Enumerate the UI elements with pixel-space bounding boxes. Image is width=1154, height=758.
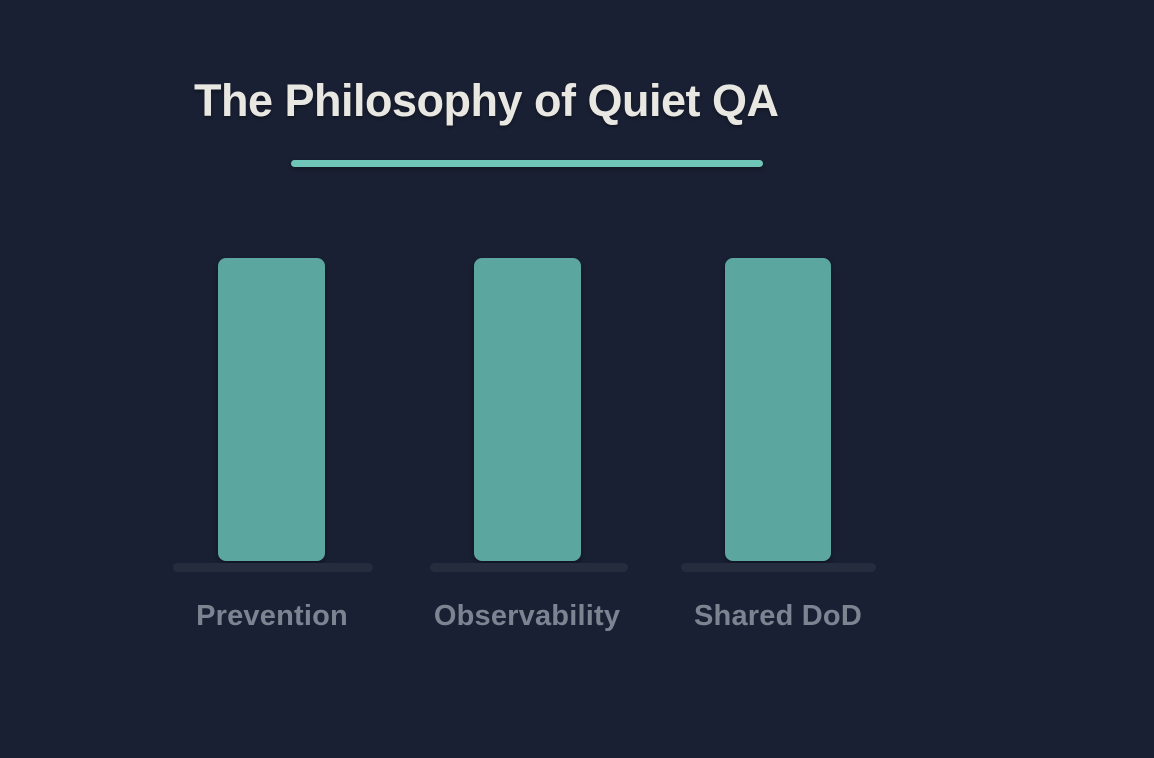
title-underline-accent <box>291 160 763 167</box>
bar-prevention <box>218 258 325 561</box>
bar-base-track-shared-dod <box>681 563 876 572</box>
bar-label-prevention: Prevention <box>196 600 348 632</box>
bar-label-observability: Observability <box>433 600 621 632</box>
bar-observability <box>474 258 581 561</box>
bar-base-track-observability <box>430 563 628 572</box>
bar-shared-dod <box>725 258 831 561</box>
bar-base-track-prevention <box>173 563 373 572</box>
slide-title: The Philosophy of Quiet QA <box>194 75 779 126</box>
bar-label-shared-dod: Shared DoD <box>694 600 862 632</box>
